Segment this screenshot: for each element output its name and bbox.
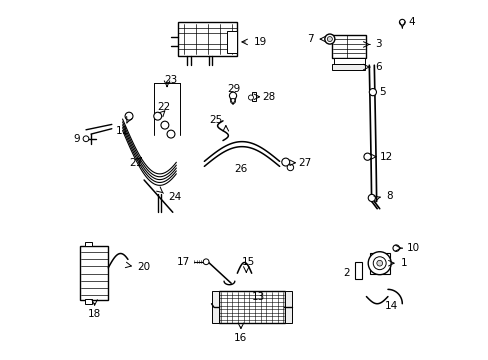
Text: 1: 1 [400,258,407,268]
Bar [369,253,389,274]
Bar [226,31,237,53]
Circle shape [203,259,208,265]
Bar [285,291,292,323]
Text: 14: 14 [384,301,397,311]
Bar [85,300,92,304]
Text: 23: 23 [164,75,177,85]
Text: 18: 18 [88,310,101,319]
Circle shape [363,153,370,160]
Text: 2: 2 [343,268,349,278]
Circle shape [167,130,175,138]
Text: 16: 16 [234,333,247,343]
Text: 29: 29 [226,84,240,94]
Circle shape [367,252,390,275]
Circle shape [376,260,382,266]
Bar [85,242,92,246]
Bar [332,35,366,58]
Circle shape [230,99,235,104]
Circle shape [368,89,376,96]
Bar [218,291,285,323]
Text: 15: 15 [241,257,254,267]
Text: 22: 22 [157,102,170,112]
Text: 8: 8 [386,191,392,201]
Circle shape [372,257,386,270]
Text: 25: 25 [208,115,222,125]
Circle shape [161,121,168,129]
Circle shape [392,245,399,251]
Text: 19: 19 [253,37,266,47]
Bar [251,92,255,101]
Text: 28: 28 [262,92,275,102]
Text: 5: 5 [378,87,385,97]
Text: 3: 3 [374,40,381,49]
Text: 20: 20 [137,262,150,272]
Circle shape [281,158,289,166]
Bar [332,64,364,69]
Circle shape [367,194,375,202]
Text: 21: 21 [129,158,142,168]
Text: 24: 24 [167,192,181,202]
Text: 12: 12 [379,152,392,162]
Text: 13: 13 [252,292,265,302]
Text: 4: 4 [408,17,414,27]
Circle shape [326,37,332,41]
Circle shape [286,164,293,171]
Circle shape [153,112,162,120]
Text: 17: 17 [176,257,190,267]
Text: 6: 6 [374,62,381,72]
Circle shape [248,95,253,100]
Bar [178,22,237,56]
Circle shape [125,112,133,120]
Bar [80,246,108,300]
Text: 9: 9 [73,134,80,144]
Text: 7: 7 [306,34,313,44]
Text: 27: 27 [298,158,311,168]
Circle shape [229,92,236,99]
Circle shape [324,34,334,44]
Circle shape [399,19,405,25]
Circle shape [83,136,89,141]
Text: 11: 11 [116,126,129,135]
Text: 26: 26 [234,164,247,174]
Text: 10: 10 [407,243,420,253]
Bar [211,291,218,323]
Bar [354,262,362,279]
Bar [333,58,364,65]
